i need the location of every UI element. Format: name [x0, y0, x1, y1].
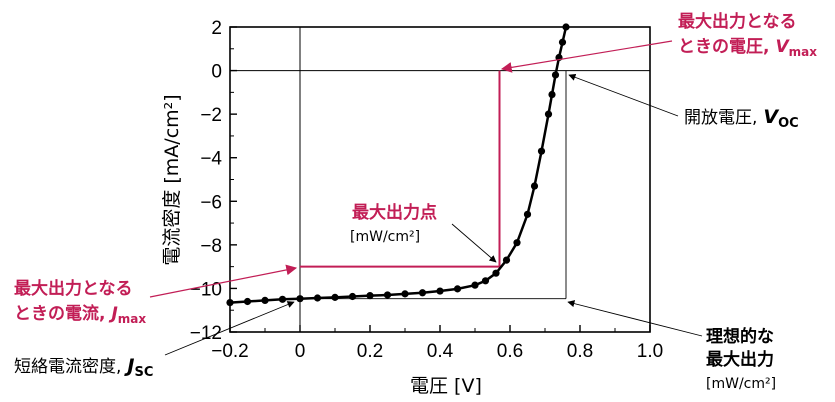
y-tick-label: −6: [200, 192, 222, 213]
voc-label: 開放電圧, VOC: [684, 106, 799, 131]
ideal-unit: [mW/cm²]: [706, 376, 776, 392]
iv-data-point: [513, 239, 521, 247]
jsc-label: 短絡電流密度, JSC: [14, 355, 153, 380]
iv-data-point: [551, 71, 560, 79]
y-tick-label: 0: [211, 62, 222, 83]
mpp-unit: [mW/cm²]: [350, 229, 420, 245]
iv-data-point: [548, 90, 556, 99]
y-tick-label: −8: [200, 236, 222, 257]
vmax-arrow: [500, 40, 673, 73]
vmax-label-line1: 最大出力となる: [678, 11, 797, 32]
x-tick-label: 0.8: [567, 341, 593, 362]
mpp-arrow: [451, 223, 497, 263]
iv-data-point: [226, 298, 234, 307]
mpp-label: 最大出力点: [352, 202, 437, 223]
iv-data-point: [562, 23, 570, 31]
y-tick-label: −10: [190, 279, 222, 300]
y-tick-label: −2: [200, 105, 222, 126]
iv-data-point: [296, 295, 304, 303]
iv-data-point: [453, 285, 462, 293]
iv-data-point: [383, 291, 392, 299]
iv-data-point: [331, 293, 339, 301]
ideal-arrow: [567, 300, 703, 337]
y-tick-label: −4: [200, 149, 222, 170]
iv-data-point: [418, 289, 427, 297]
iv-data-point: [243, 297, 252, 306]
iv-data-point: [471, 281, 479, 289]
jmax-label-line1: 最大出力となる: [14, 278, 133, 299]
iv-data-point: [348, 292, 357, 301]
x-tick-label: −0.2: [211, 341, 249, 362]
ideal-label-line1: 理想的な: [706, 326, 774, 347]
iv-data-point: [313, 294, 322, 302]
jsc-arrow: [164, 301, 295, 356]
iv-data-point: [481, 277, 490, 285]
voc-arrow: [568, 73, 679, 117]
tick-labels: −0.2 0 0.2 0.4 0.6 0.8 1.0 2 0 −2 −4 −6 −8 −10 −12: [190, 18, 663, 362]
iv-data-point: [544, 110, 553, 118]
plot-frame: [229, 26, 651, 333]
y-tick-label: 2: [211, 18, 222, 39]
iv-curve-points: [226, 23, 570, 307]
iv-data-point: [558, 38, 567, 46]
x-tick-label: 1.0: [637, 341, 663, 362]
x-tick-label: 0.6: [497, 341, 523, 362]
iv-data-point: [278, 295, 287, 303]
y-tick-label: −12: [190, 323, 222, 344]
axis-ticks: [229, 26, 651, 333]
iv-data-point: [401, 290, 409, 298]
iv-data-point: [436, 287, 444, 295]
jmax-label-line2: ときの電流, Jmax: [14, 303, 146, 326]
x-tick-label: 0.2: [357, 341, 383, 362]
y-axis-title: 電流密度 [mA/cm²]: [161, 94, 183, 265]
iv-data-point: [523, 210, 532, 218]
iv-data-point: [261, 296, 269, 305]
ideal-label-line2: 最大出力: [706, 349, 774, 370]
jmax-arrow: [149, 264, 298, 298]
iv-data-point: [530, 182, 539, 190]
vmax-label-line2: ときの電圧, Vmax: [678, 37, 817, 59]
iv-data-point: [502, 256, 511, 264]
iv-curve-line: [229, 26, 568, 304]
iv-data-point: [366, 292, 374, 300]
x-tick-label: 0: [295, 341, 306, 362]
x-axis-title: 電圧 [V]: [410, 375, 482, 397]
iv-data-point: [537, 147, 546, 155]
x-tick-label: 0.4: [427, 341, 454, 362]
iv-data-point: [492, 269, 500, 277]
